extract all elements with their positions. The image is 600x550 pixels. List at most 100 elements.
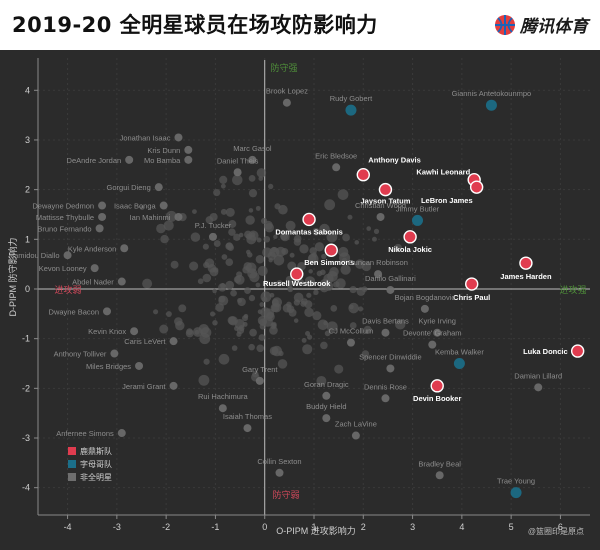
- background-dot: [273, 234, 278, 240]
- point-label: Gary Trent: [242, 365, 278, 374]
- background-dot: [200, 327, 212, 338]
- point-label: Eric Bledsoe: [315, 151, 357, 160]
- background-dot: [160, 234, 169, 244]
- background-dot: [245, 233, 253, 240]
- background-dot: [324, 199, 336, 211]
- background-dot: [316, 375, 327, 386]
- data-point: [208, 232, 217, 241]
- point-label: Luka Doncic: [523, 347, 568, 356]
- data-point: [435, 471, 444, 480]
- background-dot: [307, 253, 319, 265]
- data-point: [374, 270, 383, 279]
- data-point: [174, 212, 183, 221]
- background-dot: [304, 276, 316, 287]
- data-point: [420, 304, 429, 313]
- y-tick-label: 0: [25, 284, 30, 294]
- data-point: [184, 155, 193, 164]
- background-dot: [293, 318, 299, 323]
- point-label: LeBron James: [421, 196, 473, 205]
- background-dot: [189, 261, 199, 271]
- background-dot: [228, 220, 237, 228]
- background-dot: [304, 300, 313, 309]
- background-dot: [245, 262, 257, 274]
- background-dot: [301, 337, 307, 343]
- data-point: [403, 230, 417, 244]
- background-dot: [243, 313, 249, 319]
- background-dot: [327, 271, 338, 282]
- data-point: [302, 212, 316, 227]
- background-dot: [221, 254, 228, 260]
- point-label: Domantas Sabonis: [275, 227, 343, 236]
- point-label: Trae Young: [497, 477, 535, 486]
- data-point: [95, 224, 104, 233]
- x-tick-label: -1: [211, 522, 219, 532]
- legend-swatch: [68, 447, 76, 455]
- data-point: [534, 383, 543, 392]
- background-dot: [278, 350, 284, 357]
- point-label: Kawhi Leonard: [416, 168, 470, 177]
- data-point: [433, 328, 442, 337]
- data-point: [125, 155, 134, 164]
- background-dot: [218, 283, 227, 292]
- y-tick-label: 3: [25, 135, 30, 145]
- data-point: [453, 357, 465, 369]
- data-point: [322, 391, 331, 400]
- data-point: [110, 349, 119, 358]
- background-dot: [363, 325, 372, 334]
- x-tick-label: 3: [410, 522, 415, 532]
- background-dot: [174, 317, 183, 326]
- data-point: [275, 468, 284, 477]
- data-point: [248, 155, 257, 164]
- x-tick-label: -2: [162, 522, 170, 532]
- x-tick-label: 4: [459, 522, 464, 532]
- data-point: [117, 277, 126, 286]
- background-dot: [230, 289, 237, 297]
- point-label: Kyrie Irving: [418, 317, 456, 326]
- background-dot: [307, 334, 313, 340]
- header-bar: 2019-20 全明星球员在场攻防影响力 腾讯体育: [0, 0, 600, 50]
- background-dot: [276, 279, 283, 287]
- background-dot: [248, 208, 254, 213]
- point-label: Dwayne Bacon: [49, 307, 99, 316]
- data-point: [469, 180, 484, 194]
- background-dot: [198, 374, 210, 386]
- background-dot: [293, 299, 301, 306]
- y-tick-label: 2: [25, 185, 30, 195]
- data-point: [519, 256, 533, 270]
- point-label: DeAndre Jordan: [67, 156, 122, 165]
- data-point: [428, 340, 437, 349]
- data-point: [169, 337, 178, 346]
- background-dot: [212, 320, 218, 326]
- background-dot: [333, 281, 340, 288]
- zone-label-left: 进攻弱: [54, 284, 81, 295]
- data-point: [485, 99, 497, 111]
- legend-swatch: [68, 473, 76, 481]
- data-point: [386, 285, 395, 294]
- background-dot: [320, 341, 328, 350]
- data-point: [570, 344, 585, 358]
- background-dot: [225, 207, 235, 217]
- x-axis-label: O-PIPM 进攻影响力: [276, 525, 356, 536]
- background-dot: [233, 233, 241, 241]
- x-tick-label: -4: [64, 522, 72, 532]
- point-label: Jimmy Butler: [396, 204, 440, 213]
- background-dot: [289, 252, 295, 258]
- point-label: Brook Lopez: [266, 87, 308, 96]
- background-dot: [202, 273, 212, 283]
- background-dot: [197, 278, 204, 285]
- point-label: Bruno Fernando: [37, 224, 91, 233]
- background-dot: [361, 261, 372, 272]
- background-dot: [209, 311, 216, 317]
- background-dot: [316, 270, 323, 277]
- background-dot: [242, 321, 248, 327]
- y-tick-label: -2: [22, 383, 30, 393]
- background-dot: [324, 330, 331, 337]
- background-dot: [314, 242, 325, 252]
- background-dot: [349, 285, 357, 294]
- zone-label-top: 防守强: [270, 62, 297, 73]
- background-dot: [178, 304, 187, 313]
- background-dot: [234, 274, 245, 285]
- background-dot: [285, 220, 296, 231]
- background-dot: [256, 168, 267, 178]
- background-dot: [190, 232, 201, 242]
